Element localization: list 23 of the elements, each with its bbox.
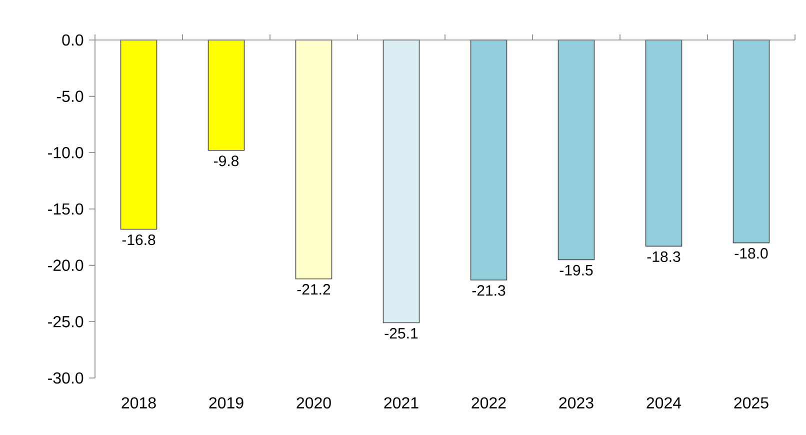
data-label: -18.3 — [647, 251, 680, 262]
x-tick-label: 2024 — [646, 397, 682, 409]
data-label: -9.8 — [214, 156, 239, 166]
x-tick-label: 2020 — [296, 397, 331, 409]
y-tick-label: -20.0 — [48, 260, 84, 271]
x-tick-label: 2022 — [472, 397, 506, 409]
y-tick-label: -25.0 — [48, 316, 84, 328]
data-label: -21.2 — [297, 284, 330, 295]
y-tick-label: -5.0 — [56, 90, 84, 102]
x-tick-label: 2018 — [122, 397, 156, 409]
data-label: -25.1 — [384, 328, 418, 339]
x-tick-label: 2019 — [209, 397, 244, 409]
x-tick-label: 2021 — [384, 397, 418, 409]
x-tick-label: 2025 — [734, 397, 768, 409]
x-tick-label: 2023 — [559, 397, 594, 409]
data-label: -16.8 — [122, 234, 156, 246]
y-tick-label: -15.0 — [48, 203, 84, 215]
data-label: -19.5 — [560, 264, 593, 276]
y-tick-label: -30.0 — [48, 372, 84, 384]
y-tick-label: -10.0 — [48, 147, 84, 158]
data-label: -18.0 — [734, 248, 768, 259]
y-tick-label: 0.0 — [62, 34, 84, 46]
data-label: -21.3 — [472, 285, 506, 296]
